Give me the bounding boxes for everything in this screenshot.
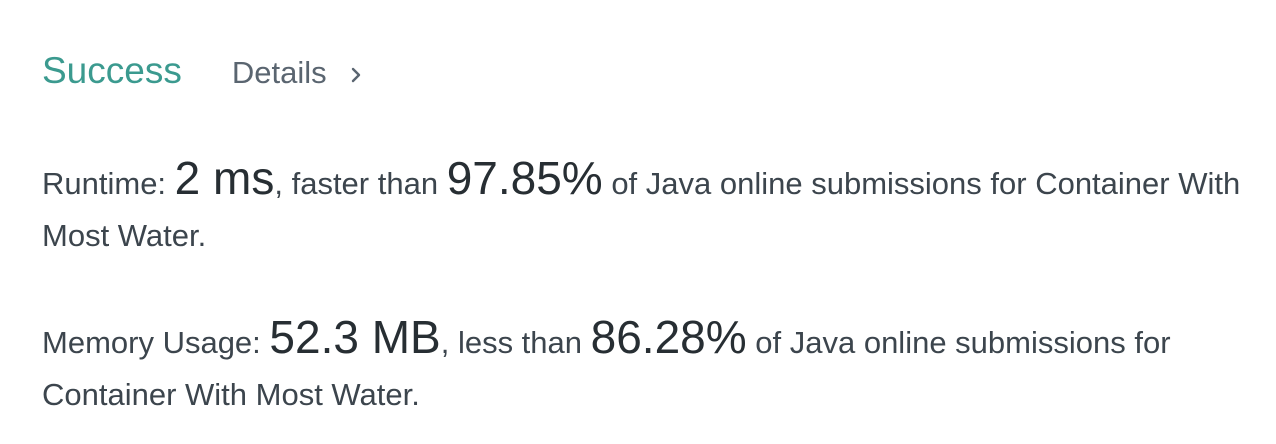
- chevron-right-icon: [347, 66, 365, 84]
- memory-value: 52.3 MB: [269, 311, 441, 363]
- memory-suffix: of Java online submissions for Container…: [42, 325, 1171, 412]
- memory-percentile: 86.28%: [590, 311, 747, 363]
- submission-status-row: Success Details: [42, 50, 365, 92]
- runtime-comparison: , faster than: [274, 166, 447, 201]
- runtime-label: Runtime:: [42, 166, 175, 201]
- memory-comparison: , less than: [440, 325, 591, 360]
- details-link[interactable]: Details: [232, 55, 365, 91]
- details-label: Details: [231, 55, 327, 90]
- runtime-value: 2 ms: [174, 152, 275, 204]
- memory-stat: Memory Usage: 52.3 MB, less than 86.28% …: [42, 314, 1257, 421]
- status-success-label: Success: [42, 50, 182, 91]
- memory-label: Memory Usage:: [42, 325, 270, 360]
- runtime-percentile: 97.85%: [446, 152, 603, 204]
- runtime-suffix: of Java online submissions for Container…: [42, 166, 1241, 253]
- runtime-stat: Runtime: 2 ms, faster than 97.85% of Jav…: [42, 155, 1257, 262]
